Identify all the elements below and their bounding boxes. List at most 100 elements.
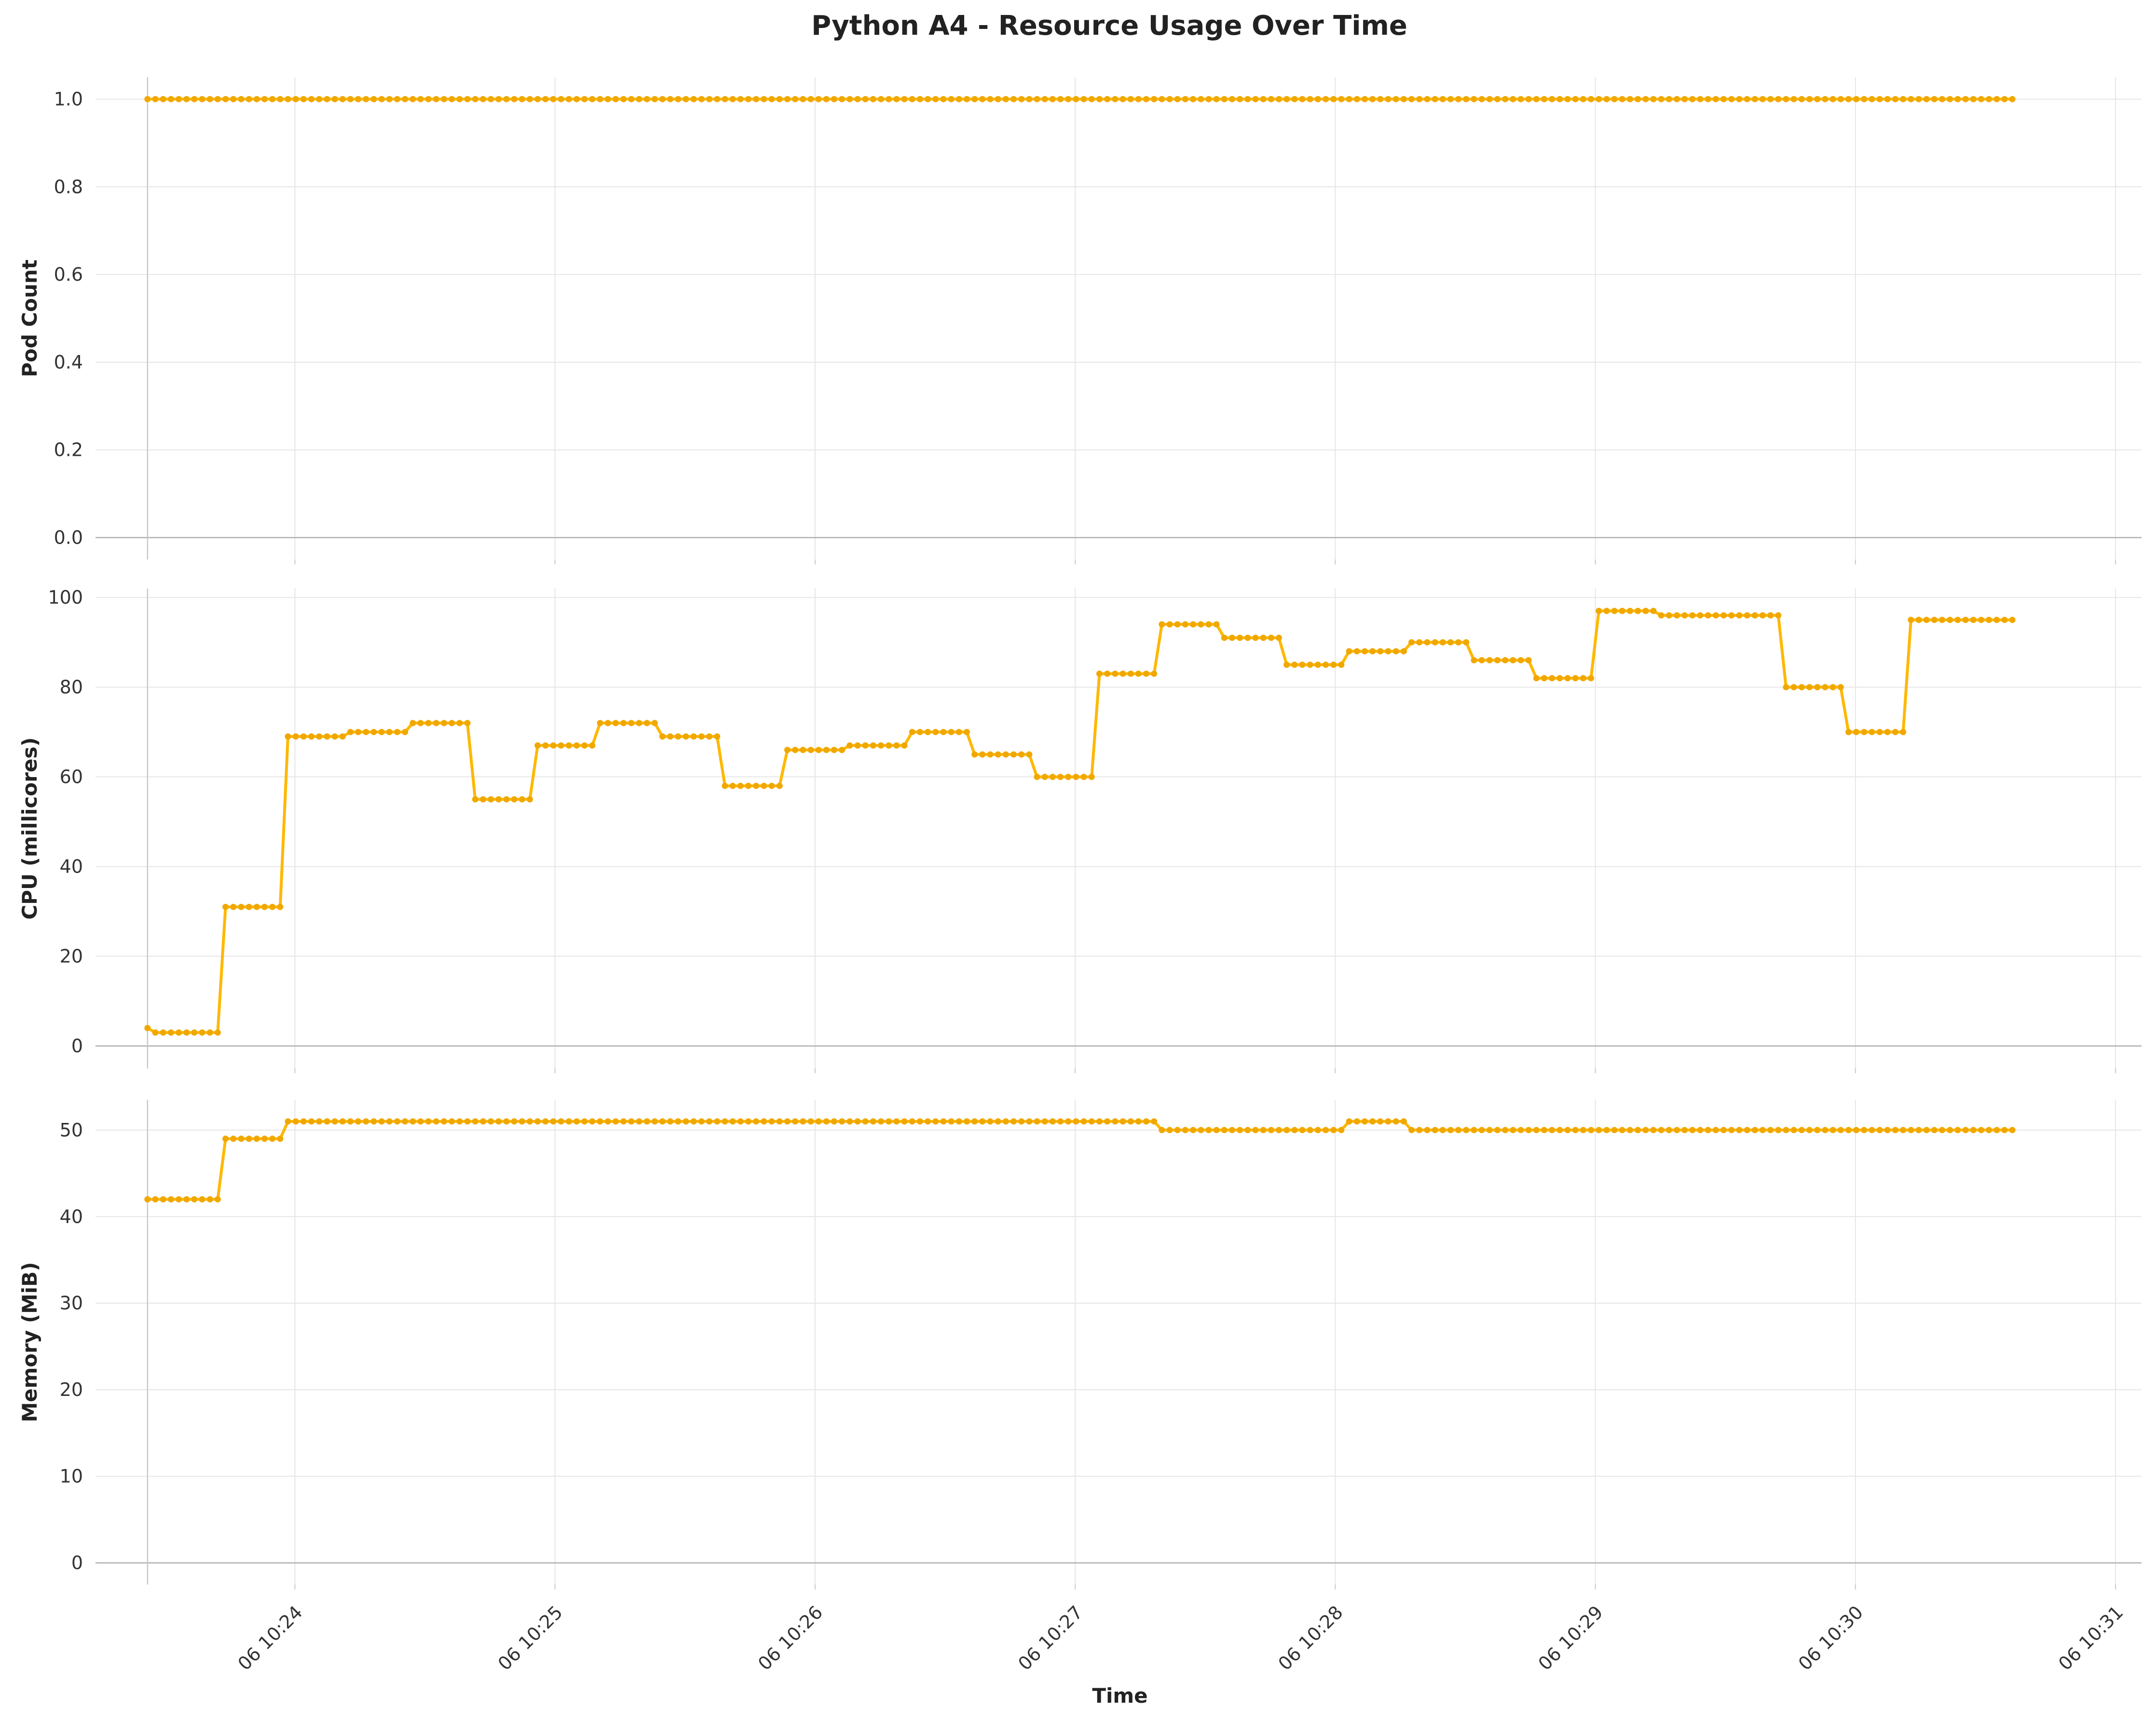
data-point [1665, 96, 1672, 102]
data-point [527, 796, 533, 803]
data-point [1307, 96, 1313, 102]
data-point [745, 782, 751, 789]
data-point [722, 782, 728, 789]
data-point [206, 96, 213, 102]
data-point [971, 1118, 978, 1125]
data-point [690, 1118, 697, 1125]
data-point [1783, 1127, 1789, 1134]
data-point [643, 720, 650, 726]
data-point [1198, 1127, 1204, 1134]
data-point [682, 96, 689, 102]
data-point [495, 96, 502, 102]
data-point [909, 729, 915, 736]
data-point [1517, 1127, 1524, 1134]
data-point [1697, 1127, 1704, 1134]
data-point [1635, 1127, 1641, 1134]
data-point [682, 733, 689, 740]
data-point [347, 1118, 354, 1125]
data-point [449, 720, 455, 726]
data-point [1915, 1127, 1922, 1134]
data-point [1010, 96, 1017, 102]
data-point [1588, 96, 1595, 102]
data-point [1541, 1127, 1548, 1134]
data-point [1439, 1127, 1446, 1134]
data-point [1166, 96, 1173, 102]
data-point [1400, 96, 1407, 102]
y-tick-label: 0.4 [54, 352, 83, 373]
data-point [995, 751, 1001, 758]
data-point [472, 1118, 478, 1125]
data-point [1229, 1127, 1235, 1134]
data-point [1705, 612, 1711, 619]
data-point [238, 96, 245, 102]
data-point [1002, 96, 1009, 102]
data-point [1323, 1127, 1329, 1134]
data-point [1876, 1127, 1883, 1134]
data-point [1299, 1127, 1306, 1134]
data-point [651, 720, 658, 726]
data-point [1314, 96, 1321, 102]
data-point [176, 1029, 182, 1036]
data-point [1712, 612, 1719, 619]
data-point [604, 1118, 611, 1125]
data-point [331, 96, 338, 102]
data-point [963, 729, 970, 736]
data-point [1642, 1127, 1649, 1134]
data-point [292, 733, 299, 740]
data-point [1650, 608, 1657, 614]
data-point [1041, 1118, 1048, 1125]
data-point [1533, 1127, 1540, 1134]
data-point [1237, 634, 1243, 641]
data-point [597, 1118, 603, 1125]
data-point [1837, 1127, 1844, 1134]
data-point [1744, 1127, 1750, 1134]
data-point [1650, 1127, 1657, 1134]
data-point [1447, 639, 1454, 646]
data-point [246, 1135, 252, 1142]
data-point [589, 96, 596, 102]
y-tick-label: 10 [60, 1466, 83, 1487]
data-point [1993, 1127, 2000, 1134]
data-point [1034, 1118, 1040, 1125]
data-point [1869, 96, 1875, 102]
data-point [1041, 96, 1048, 102]
data-point [940, 96, 947, 102]
data-point [425, 96, 432, 102]
y-tick-label: 80 [60, 677, 83, 698]
data-point [714, 1118, 721, 1125]
data-point [394, 96, 400, 102]
data-point [737, 782, 744, 789]
data-point [955, 1118, 962, 1125]
data-point [932, 96, 939, 102]
data-point [1798, 96, 1805, 102]
data-point [2001, 1127, 2008, 1134]
data-point [1884, 1127, 1891, 1134]
data-point [1556, 96, 1563, 102]
x-tick-label: 06 10:24 [233, 1601, 306, 1674]
data-point [1369, 1118, 1376, 1125]
data-point [238, 1135, 245, 1142]
data-point [628, 720, 635, 726]
data-point [1658, 1127, 1665, 1134]
data-point [1143, 96, 1149, 102]
data-point [745, 96, 751, 102]
data-point [527, 1118, 533, 1125]
data-point [1947, 1127, 1953, 1134]
data-point [698, 733, 705, 740]
data-point [901, 1118, 908, 1125]
data-point [1494, 1127, 1501, 1134]
panel-1: 0.0 0.2 0.4 0.6 0.8 1.0 Pod Count [18, 77, 2142, 564]
data-point [464, 96, 471, 102]
data-point [402, 96, 409, 102]
x-tick-label: 06 10:27 [1014, 1601, 1087, 1674]
data-point [698, 96, 705, 102]
data-point [1978, 616, 1984, 623]
data-point [1478, 96, 1485, 102]
data-point [1681, 1127, 1688, 1134]
data-point [1884, 96, 1891, 102]
data-point [253, 903, 260, 910]
data-point [1900, 96, 1907, 102]
data-point [1229, 634, 1235, 641]
data-point [1026, 751, 1033, 758]
data-point [1112, 670, 1119, 677]
